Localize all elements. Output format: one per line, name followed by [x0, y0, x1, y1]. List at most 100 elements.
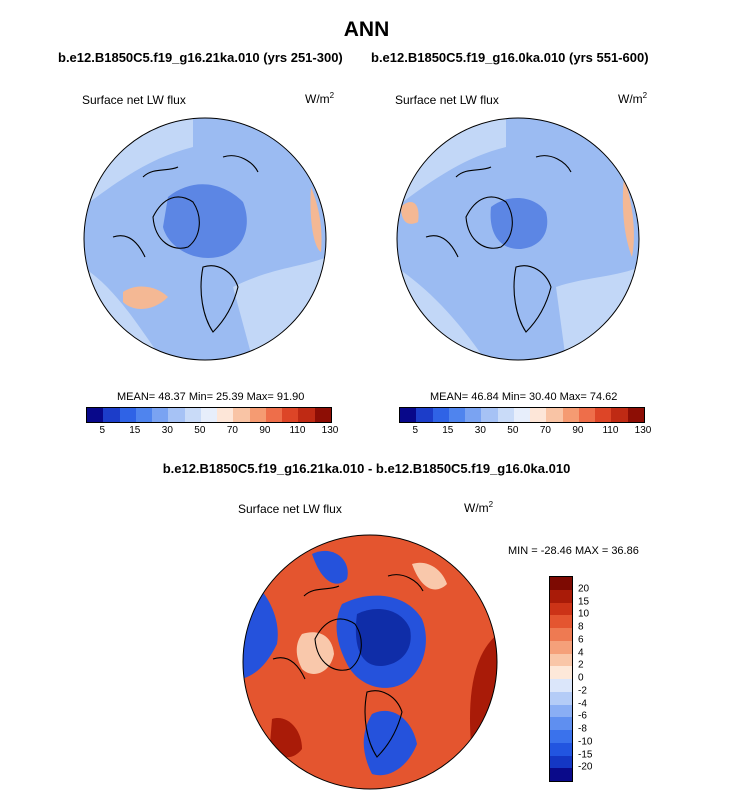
- colorbar-swatch: [550, 730, 572, 743]
- diff-map-region: [312, 550, 348, 584]
- colorbar-tick-label: -6: [578, 710, 587, 722]
- right-colorbar: [399, 407, 645, 423]
- colorbar-swatch: [611, 408, 628, 422]
- colorbar-swatch: [550, 615, 572, 628]
- colorbar-swatch: [550, 704, 572, 718]
- colorbar-swatch: [550, 653, 572, 667]
- right-map-pole-region: [490, 197, 548, 250]
- colorbar-tick-label: 4: [578, 647, 584, 658]
- colorbar-tick-label: -15: [578, 749, 593, 760]
- colorbar-swatch: [578, 408, 596, 422]
- colorbar-tick-label: 90: [572, 425, 584, 436]
- colorbar-tick-label: 6: [578, 634, 584, 646]
- colorbar-swatch: [481, 408, 498, 422]
- diff-map-region: [296, 632, 334, 674]
- left-map-warm-region: [310, 187, 322, 252]
- left-map-warm-region: [123, 286, 168, 309]
- colorbar-tick-label: 130: [321, 425, 339, 436]
- colorbar-swatch: [550, 768, 572, 781]
- colorbar-tick-label: 130: [634, 425, 652, 436]
- colorbar-swatch: [119, 408, 136, 422]
- colorbar-tick-label: 15: [442, 425, 454, 436]
- colorbar-tick-label: 50: [507, 425, 519, 436]
- colorbar-swatch: [627, 408, 644, 422]
- colorbar-tick-label: 8: [578, 621, 584, 633]
- diff-map-coastlines: [272, 574, 424, 758]
- colorbar-tick-label: 5: [99, 425, 106, 436]
- colorbar-tick-label: 110: [602, 425, 619, 436]
- right-variable-label: Surface net LW flux: [395, 93, 499, 107]
- colorbar-swatch: [416, 408, 433, 422]
- right-stats-text: MEAN= 46.84 Min= 30.40 Max= 74.62: [430, 391, 618, 403]
- colorbar-swatch: [184, 408, 201, 422]
- colorbar-tick-label: -10: [578, 736, 593, 748]
- diff-minmax-text: MIN = -28.46 MAX = 36.86: [508, 545, 639, 557]
- left-stats-text: MEAN= 48.37 Min= 25.39 Max= 91.90: [117, 391, 305, 403]
- colorbar-swatch: [448, 408, 466, 422]
- right-colorbar-ticks: 5 15 30 50 70 90 110 130: [399, 425, 651, 439]
- colorbar-tick-label: 110: [289, 425, 306, 436]
- colorbar-swatch: [595, 408, 612, 422]
- colorbar-swatch: [217, 408, 234, 422]
- colorbar-swatch: [400, 408, 417, 422]
- colorbar-tick-label: 90: [259, 425, 271, 436]
- diff-map-region: [355, 609, 411, 667]
- colorbar-tick-label: 15: [578, 596, 590, 607]
- diff-colorbar-ticks: 20 15 10 8 6 4 2 0 -2 -4 -6 -8 -10 -15 -20: [578, 576, 618, 782]
- colorbar-swatch: [550, 742, 572, 756]
- right-units-label: W/m2: [618, 91, 648, 106]
- colorbar-swatch: [103, 408, 120, 422]
- colorbar-swatch: [314, 408, 331, 422]
- colorbar-tick-label: 0: [578, 672, 584, 684]
- colorbar-swatch: [298, 408, 315, 422]
- colorbar-swatch: [249, 408, 266, 422]
- colorbar-tick-label: 15: [129, 425, 141, 436]
- colorbar-swatch: [550, 717, 572, 730]
- colorbar-swatch: [550, 640, 572, 654]
- colorbar-swatch: [87, 408, 104, 422]
- colorbar-tick-label: 70: [539, 425, 551, 436]
- colorbar-swatch: [135, 408, 153, 422]
- diff-variable-label: Surface net LW flux: [238, 502, 342, 516]
- colorbar-tick-label: 30: [474, 425, 486, 436]
- colorbar-swatch: [550, 628, 572, 641]
- colorbar-swatch: [550, 679, 572, 692]
- colorbar-swatch: [465, 408, 482, 422]
- colorbar-swatch: [550, 577, 572, 590]
- diff-polar-map: [242, 534, 498, 790]
- left-polar-map: [83, 117, 327, 361]
- right-map-warm-region: [622, 177, 634, 257]
- colorbar-swatch: [562, 408, 579, 422]
- colorbar-swatch: [265, 408, 283, 422]
- diff-colorbar: [549, 576, 573, 782]
- diff-map-region: [270, 718, 302, 758]
- colorbar-tick-label: 70: [226, 425, 238, 436]
- colorbar-tick-label: 5: [412, 425, 419, 436]
- colorbar-swatch: [200, 408, 218, 422]
- right-map-coastlines: [425, 155, 572, 333]
- colorbar-tick-label: -20: [578, 761, 593, 773]
- left-map-pole-region: [163, 184, 247, 258]
- diff-title: b.e12.B1850C5.f19_g16.21ka.010 - b.e12.B…: [162, 461, 571, 476]
- colorbar-tick-label: 2: [578, 659, 584, 671]
- colorbar-tick-label: 30: [161, 425, 173, 436]
- colorbar-tick-label: 10: [578, 608, 590, 620]
- left-colorbar-ticks: 5 15 30 50 70 90 110 130: [86, 425, 338, 439]
- colorbar-swatch: [233, 408, 250, 422]
- colorbar-swatch: [432, 408, 449, 422]
- colorbar-swatch: [550, 755, 572, 769]
- right-map-border: [396, 117, 640, 361]
- colorbar-swatch: [530, 408, 547, 422]
- left-units-label: W/m2: [305, 91, 335, 106]
- left-case-title: b.e12.B1850C5.f19_g16.21ka.010 (yrs 251-…: [58, 50, 343, 65]
- colorbar-swatch: [550, 666, 572, 679]
- colorbar-swatch: [152, 408, 169, 422]
- colorbar-swatch: [550, 602, 572, 616]
- diff-map-region: [412, 562, 447, 590]
- colorbar-swatch: [282, 408, 299, 422]
- left-map-coastlines: [112, 155, 259, 333]
- diff-units-label: W/m2: [464, 500, 494, 515]
- colorbar-swatch: [513, 408, 531, 422]
- colorbar-tick-label: -2: [578, 685, 587, 697]
- right-case-title: b.e12.B1850C5.f19_g16.0ka.010 (yrs 551-6…: [371, 50, 649, 65]
